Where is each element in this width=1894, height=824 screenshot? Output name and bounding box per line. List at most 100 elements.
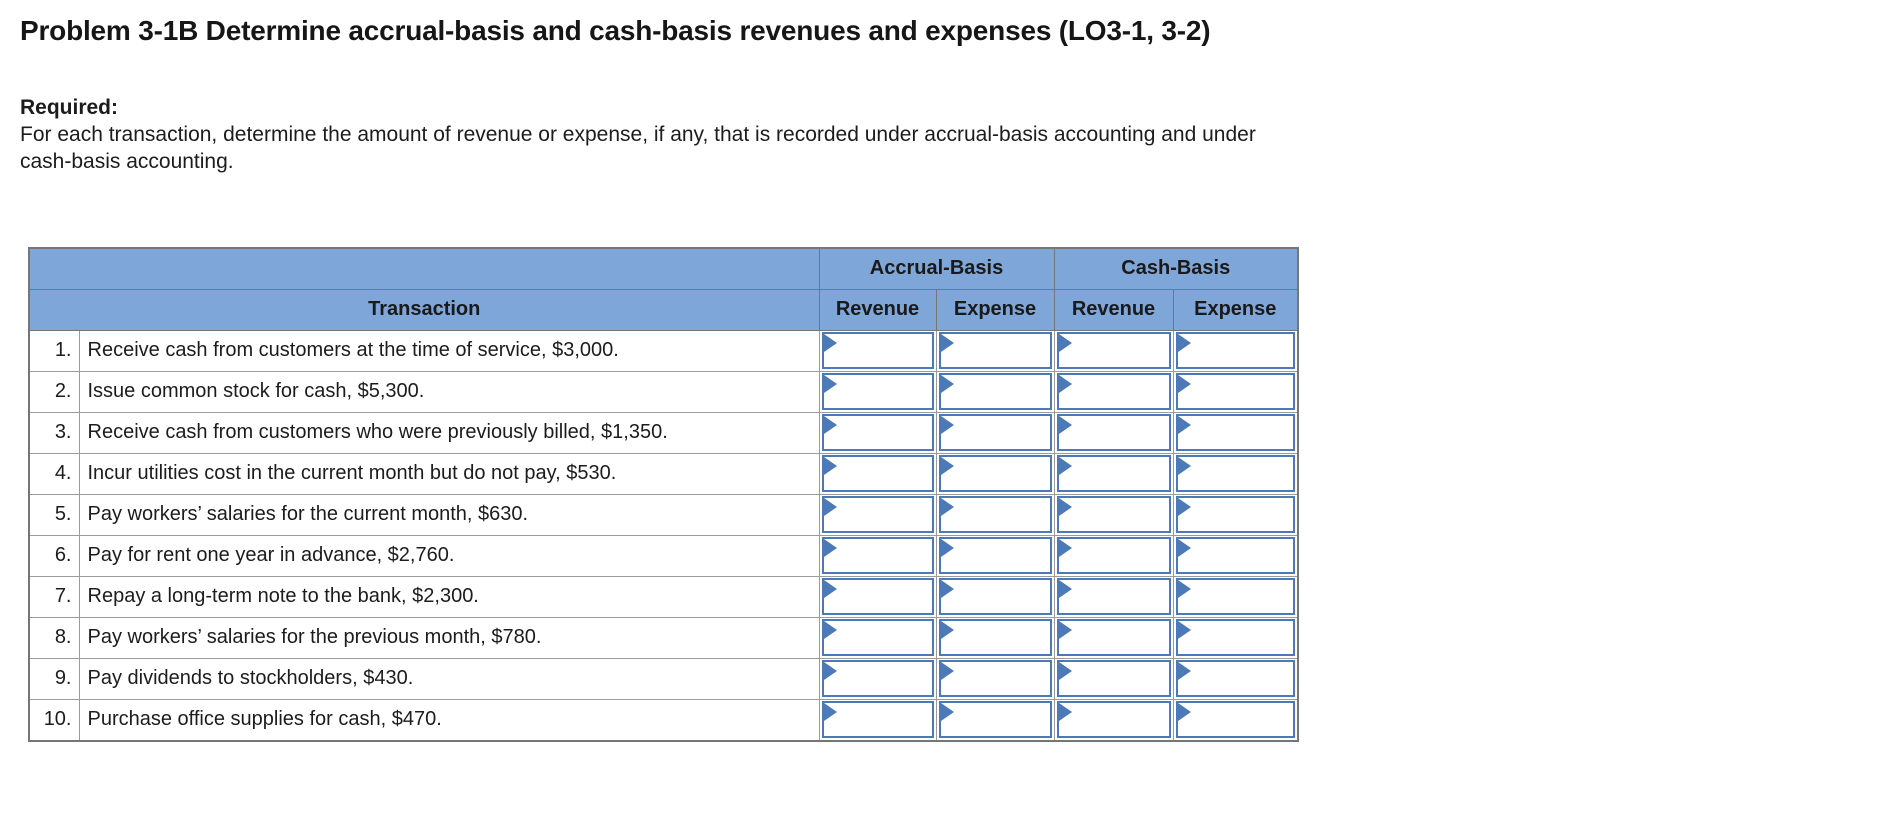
input-marker-icon <box>823 333 837 352</box>
input-marker-icon <box>1058 661 1072 680</box>
input-marker-icon <box>1177 497 1191 516</box>
input-cell-cash-revenue[interactable] <box>1056 413 1171 451</box>
input-cell-accrual-expense[interactable] <box>938 577 1052 615</box>
cash-revenue-header: Revenue <box>1053 288 1174 331</box>
input-marker-icon <box>1058 702 1072 721</box>
page-title: Problem 3-1B Determine accrual-basis and… <box>20 15 1211 46</box>
input-cell-accrual-revenue[interactable] <box>821 372 934 410</box>
cash-expense-header: Expense <box>1172 288 1299 331</box>
cash-basis-header: Cash-Basis <box>1053 247 1299 290</box>
input-marker-icon <box>1058 579 1072 598</box>
input-cell-accrual-expense[interactable] <box>938 454 1052 492</box>
row-number: 3. <box>28 411 80 454</box>
transaction-text: Pay workers’ salaries for the previous m… <box>78 616 820 659</box>
input-marker-icon <box>823 579 837 598</box>
input-cell-cash-expense[interactable] <box>1175 454 1295 492</box>
input-cell-cash-expense[interactable] <box>1175 536 1295 574</box>
input-cell-accrual-revenue[interactable] <box>821 331 934 369</box>
table-row: 5. Pay workers’ salaries for the current… <box>28 493 1299 536</box>
input-cell-accrual-revenue[interactable] <box>821 700 934 738</box>
input-cell-accrual-expense[interactable] <box>938 495 1052 533</box>
input-cell-accrual-expense[interactable] <box>938 659 1052 697</box>
input-marker-icon <box>823 538 837 557</box>
row-number: 9. <box>28 657 80 700</box>
input-cell-accrual-expense[interactable] <box>938 413 1052 451</box>
input-cell-cash-revenue[interactable] <box>1056 618 1171 656</box>
input-cell-cash-revenue[interactable] <box>1056 659 1171 697</box>
input-cell-accrual-revenue[interactable] <box>821 618 934 656</box>
input-marker-icon <box>823 620 837 639</box>
input-cell-accrual-revenue[interactable] <box>821 577 934 615</box>
input-cell-accrual-revenue[interactable] <box>821 413 934 451</box>
input-cell-cash-expense[interactable] <box>1175 659 1295 697</box>
input-cell-cash-expense[interactable] <box>1175 331 1295 369</box>
group-header-row: Accrual-Basis Cash-Basis <box>28 247 1299 290</box>
input-cell-cash-expense[interactable] <box>1175 618 1295 656</box>
input-cell-cash-revenue[interactable] <box>1056 372 1171 410</box>
input-marker-icon <box>823 497 837 516</box>
input-cell-cash-expense[interactable] <box>1175 577 1295 615</box>
row-number: 2. <box>28 370 80 413</box>
input-marker-icon <box>940 661 954 680</box>
input-marker-icon <box>1058 415 1072 434</box>
input-cell-cash-revenue[interactable] <box>1056 577 1171 615</box>
input-cell-accrual-revenue[interactable] <box>821 536 934 574</box>
input-cell-cash-revenue[interactable] <box>1056 700 1171 738</box>
accrual-basis-header: Accrual-Basis <box>818 247 1055 290</box>
transaction-text: Repay a long-term note to the bank, $2,3… <box>78 575 820 618</box>
input-marker-icon <box>940 620 954 639</box>
accrual-expense-header: Expense <box>935 288 1055 331</box>
input-cell-cash-expense[interactable] <box>1175 700 1295 738</box>
input-cell-cash-revenue[interactable] <box>1056 454 1171 492</box>
table-row: 4. Incur utilities cost in the current m… <box>28 452 1299 495</box>
row-number: 6. <box>28 534 80 577</box>
input-marker-icon <box>1177 333 1191 352</box>
table-row: 3. Receive cash from customers who were … <box>28 411 1299 454</box>
input-cell-accrual-expense[interactable] <box>938 372 1052 410</box>
input-cell-cash-revenue[interactable] <box>1056 331 1171 369</box>
input-cell-accrual-revenue[interactable] <box>821 659 934 697</box>
input-cell-cash-expense[interactable] <box>1175 413 1295 451</box>
input-marker-icon <box>940 333 954 352</box>
input-cell-cash-expense[interactable] <box>1175 372 1295 410</box>
input-marker-icon <box>823 702 837 721</box>
input-cell-accrual-expense[interactable] <box>938 536 1052 574</box>
input-marker-icon <box>823 661 837 680</box>
input-marker-icon <box>940 415 954 434</box>
transaction-text: Pay for rent one year in advance, $2,760… <box>78 534 820 577</box>
input-marker-icon <box>1177 456 1191 475</box>
input-cell-accrual-revenue[interactable] <box>821 454 934 492</box>
input-marker-icon <box>823 456 837 475</box>
input-marker-icon <box>1058 456 1072 475</box>
input-marker-icon <box>823 374 837 393</box>
input-marker-icon <box>1058 538 1072 557</box>
transaction-text: Pay workers’ salaries for the current mo… <box>78 493 820 536</box>
input-cell-cash-revenue[interactable] <box>1056 495 1171 533</box>
input-marker-icon <box>1177 702 1191 721</box>
input-cell-cash-expense[interactable] <box>1175 495 1295 533</box>
input-cell-accrual-expense[interactable] <box>938 618 1052 656</box>
column-header-row: Transaction Revenue Expense Revenue Expe… <box>28 288 1299 331</box>
transaction-header: Transaction <box>28 288 820 331</box>
input-marker-icon <box>940 579 954 598</box>
input-cell-accrual-expense[interactable] <box>938 331 1052 369</box>
input-marker-icon <box>1058 620 1072 639</box>
transaction-text: Incur utilities cost in the current mont… <box>78 452 820 495</box>
transactions-table: Accrual-Basis Cash-Basis Transaction Rev… <box>28 247 1299 742</box>
transaction-text: Receive cash from customers at the time … <box>78 329 820 372</box>
input-cell-cash-revenue[interactable] <box>1056 536 1171 574</box>
table-row: 9. Pay dividends to stockholders, $430. <box>28 657 1299 700</box>
input-marker-icon <box>940 538 954 557</box>
row-number: 5. <box>28 493 80 536</box>
instructions: For each transaction, determine the amou… <box>20 121 1874 175</box>
table-row: 1. Receive cash from customers at the ti… <box>28 329 1299 372</box>
input-marker-icon <box>1058 333 1072 352</box>
input-marker-icon <box>1177 579 1191 598</box>
input-cell-accrual-expense[interactable] <box>938 700 1052 738</box>
input-marker-icon <box>1177 415 1191 434</box>
instructions-line-2: cash-basis accounting. <box>20 150 234 173</box>
row-number: 10. <box>28 698 80 741</box>
row-number: 1. <box>28 329 80 372</box>
input-marker-icon <box>940 456 954 475</box>
input-cell-accrual-revenue[interactable] <box>821 495 934 533</box>
